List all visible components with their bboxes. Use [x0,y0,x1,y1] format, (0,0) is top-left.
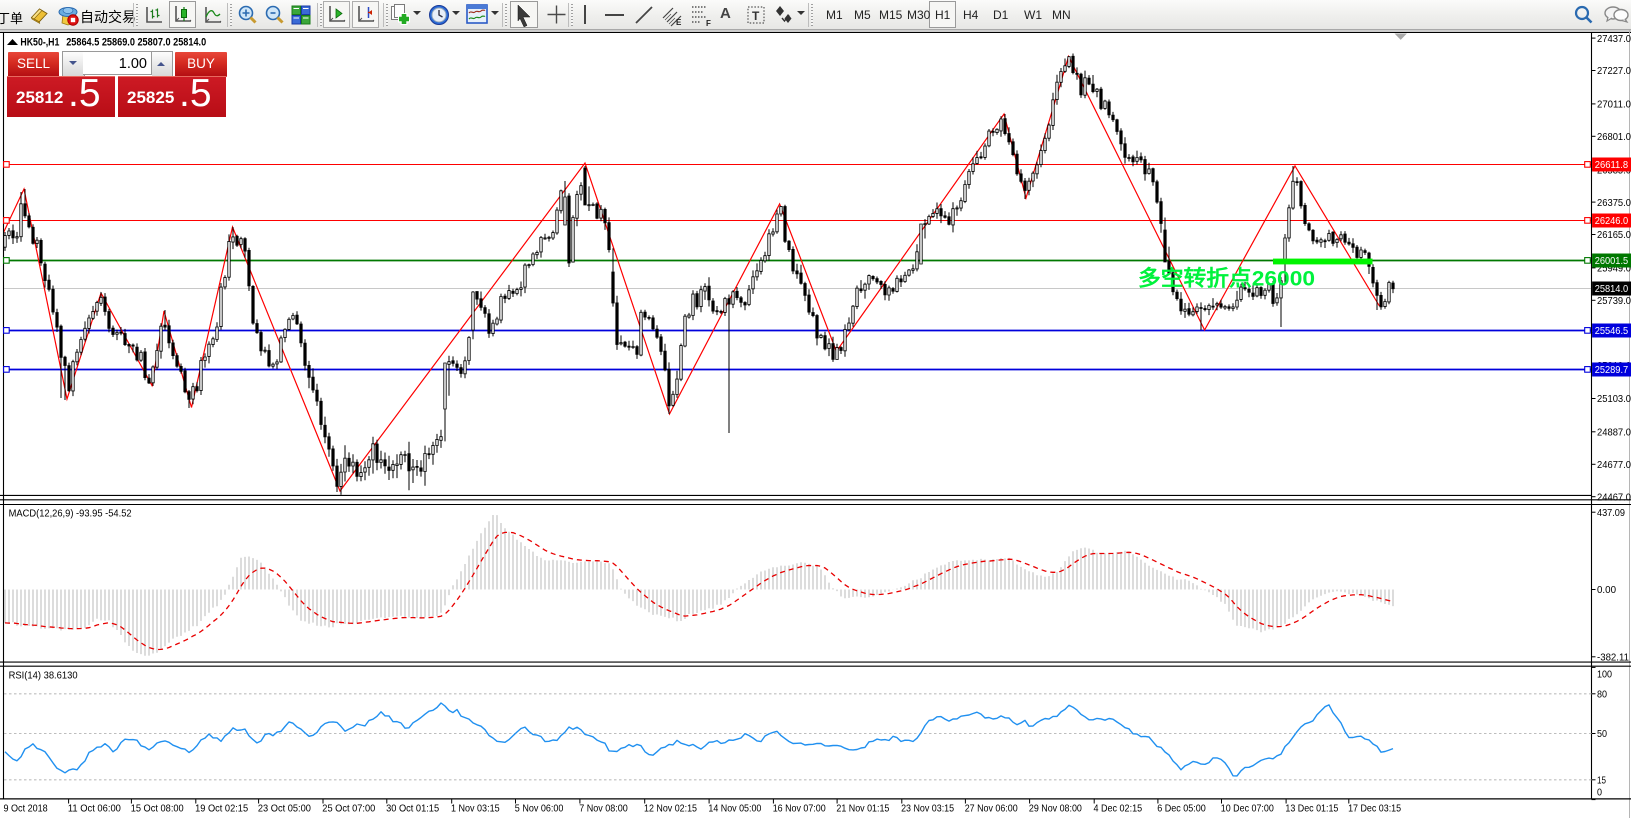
svg-text:9 Oct 2018: 9 Oct 2018 [4,803,48,815]
svg-text:10 Dec 07:00: 10 Dec 07:00 [1221,803,1274,815]
svg-text:13 Dec 01:15: 13 Dec 01:15 [1285,803,1338,815]
svg-text:25739.0: 25739.0 [1597,295,1631,307]
svg-text:27437.0: 27437.0 [1597,33,1631,45]
svg-text:30 Oct 01:15: 30 Oct 01:15 [386,803,439,815]
svg-text:26246.0: 26246.0 [1595,215,1629,227]
svg-text:80: 80 [1597,689,1607,701]
svg-text:100: 100 [1597,668,1612,680]
svg-text:F: F [706,19,711,28]
svg-text:27 Nov 06:00: 27 Nov 06:00 [965,803,1018,815]
svg-text:0.00: 0.00 [1597,584,1616,596]
svg-text:15 Oct 08:00: 15 Oct 08:00 [131,803,184,815]
svg-text:24677.0: 24677.0 [1597,459,1631,471]
svg-text:27011.0: 27011.0 [1597,99,1631,111]
svg-text:E: E [676,18,682,27]
svg-text:29 Nov 08:00: 29 Nov 08:00 [1029,803,1082,815]
svg-text:15: 15 [1597,775,1606,787]
svg-text:19 Oct 02:15: 19 Oct 02:15 [195,803,248,815]
svg-text:T: T [752,9,760,23]
svg-text:23 Oct 05:00: 23 Oct 05:00 [258,803,311,815]
svg-text:11 Oct 06:00: 11 Oct 06:00 [68,803,121,815]
svg-text:50: 50 [1597,728,1607,740]
svg-text:26165.0: 26165.0 [1597,229,1631,241]
svg-text:7 Nov 08:00: 7 Nov 08:00 [579,803,628,815]
svg-text:多空转折点26000: 多空转折点26000 [1138,266,1315,291]
svg-text:RSI(14) 38.6130: RSI(14) 38.6130 [9,670,78,682]
svg-text:23 Nov 03:15: 23 Nov 03:15 [901,803,954,815]
svg-text:4 Dec 02:15: 4 Dec 02:15 [1094,803,1143,815]
svg-text:26801.0: 26801.0 [1597,131,1631,143]
svg-text:24467.0: 24467.0 [1597,491,1631,503]
svg-text:24887.0: 24887.0 [1597,427,1631,439]
svg-text:1 Nov 03:15: 1 Nov 03:15 [451,803,500,815]
svg-text:25864.5 25869.0 25807.0 25814.: 25864.5 25869.0 25807.0 25814.0 [66,37,206,49]
svg-text:437.09: 437.09 [1597,507,1625,519]
svg-text:25814.0: 25814.0 [1595,283,1629,295]
svg-text:21 Nov 01:15: 21 Nov 01:15 [836,803,889,815]
svg-text:6 Dec 05:00: 6 Dec 05:00 [1157,803,1206,815]
svg-text:16 Nov 07:00: 16 Nov 07:00 [773,803,826,815]
svg-text:25289.7: 25289.7 [1595,364,1629,376]
svg-text:0: 0 [1597,787,1602,799]
svg-text:25 Oct 07:00: 25 Oct 07:00 [322,803,375,815]
svg-text:26611.8: 26611.8 [1595,159,1629,171]
svg-text:17 Dec 03:15: 17 Dec 03:15 [1348,803,1401,815]
svg-text:25546.5: 25546.5 [1595,325,1629,337]
svg-text:26001.5: 26001.5 [1595,255,1629,267]
svg-text:27227.0: 27227.0 [1597,65,1631,77]
svg-text:MACD(12,26,9) -93.95 -54.52: MACD(12,26,9) -93.95 -54.52 [9,508,132,520]
svg-text:5 Nov 06:00: 5 Nov 06:00 [515,803,564,815]
svg-text:12 Nov 02:15: 12 Nov 02:15 [644,803,697,815]
svg-text:HK50-,H1: HK50-,H1 [20,37,59,49]
svg-text:26375.0: 26375.0 [1597,197,1631,209]
svg-text:-382.11: -382.11 [1597,652,1629,664]
svg-text:14 Nov 05:00: 14 Nov 05:00 [708,803,761,815]
svg-text:25103.0: 25103.0 [1597,393,1631,405]
